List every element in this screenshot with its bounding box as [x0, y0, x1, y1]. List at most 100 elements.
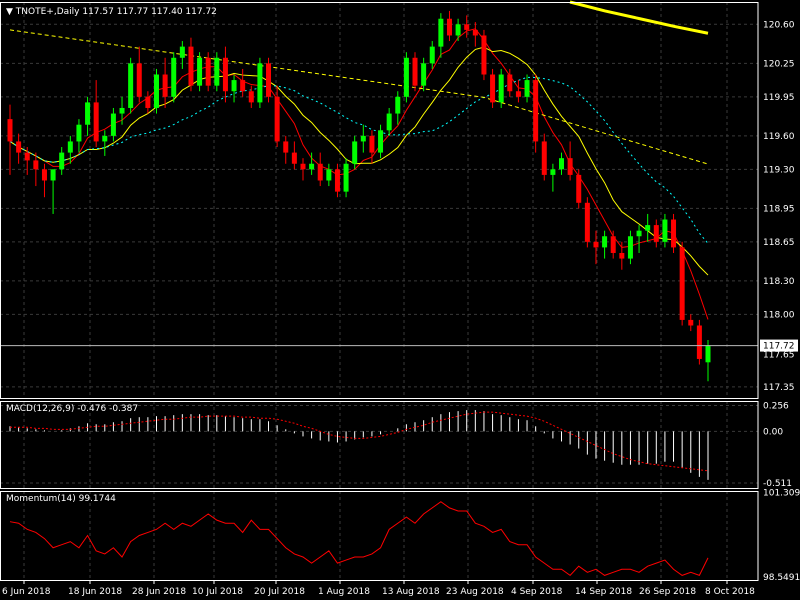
- panel-border: [0, 401, 759, 489]
- time-tick-label: 26 Sep 2018: [639, 587, 696, 597]
- candle-body: [619, 252, 625, 259]
- candle-body: [266, 63, 272, 97]
- candle-body: [472, 29, 478, 36]
- candle-body: [128, 63, 134, 108]
- macd-tick-label: -0.511: [763, 479, 792, 489]
- price-tick-label: 118.30: [763, 277, 795, 287]
- symbol-name: TNOTE+,Daily: [15, 7, 80, 17]
- candle-body: [705, 345, 711, 363]
- candle-body: [231, 80, 237, 92]
- momentum-line: [9, 501, 709, 577]
- ma-line: [9, 29, 709, 165]
- candle-body: [515, 91, 521, 97]
- candle-body: [645, 225, 651, 231]
- candle-body: [222, 57, 228, 92]
- candle-body: [481, 35, 487, 75]
- candle-body: [636, 230, 642, 237]
- candle-body: [369, 135, 375, 153]
- price-box: [760, 339, 798, 352]
- macd-label: MACD(12,26,9) -0.476 -0.387: [6, 404, 138, 414]
- time-axis: 6 Jun 2018 18 Jun 2018 28 Jun 2018 10 Jul 2…: [2, 580, 755, 597]
- candle-body: [378, 130, 384, 153]
- time-tick-label: 20 Jul 2018: [254, 587, 305, 597]
- candle-body: [627, 236, 633, 259]
- candle-body: [576, 174, 582, 203]
- candle-body: [50, 169, 56, 181]
- momentum-label: Momentum(14) 99.1744: [6, 494, 116, 504]
- candle-body: [85, 102, 91, 125]
- price-axis: 120.60 120.25 119.95 119.60 119.30 118.95 118.…: [763, 20, 795, 393]
- price-tick-label: 117.35: [763, 383, 795, 393]
- price-tick-label: 120.60: [763, 20, 795, 30]
- price-tick-label: 119.95: [763, 93, 795, 103]
- time-tick-label: 14 Sep 2018: [575, 587, 632, 597]
- candle-body: [602, 236, 608, 248]
- candle-body: [179, 46, 185, 58]
- candle-body: [326, 169, 332, 181]
- candle-body: [653, 225, 659, 242]
- candle-body: [395, 96, 401, 114]
- macd-panel[interactable]: 0.256 0.00 -0.511 MACD(12,26,9) -0.476 -0.…: [0, 401, 792, 489]
- candle-body: [334, 169, 340, 192]
- candle-body: [360, 135, 366, 142]
- panel-border: [0, 491, 759, 581]
- price-tick-label: 118.65: [763, 238, 795, 248]
- candle-body: [421, 63, 427, 86]
- candle-body: [145, 96, 151, 108]
- time-tick-label: 10 Jul 2018: [192, 587, 243, 597]
- candle-body: [317, 163, 323, 181]
- candle-body: [16, 141, 22, 153]
- candle-body: [119, 107, 125, 114]
- candle-body: [412, 57, 418, 86]
- ma-line: [9, 28, 709, 320]
- candle-body: [291, 152, 297, 164]
- candle-body: [309, 163, 315, 170]
- candle-body: [533, 80, 539, 142]
- panel-borders: [0, 2, 759, 581]
- macd-tick-label: 0.00: [763, 427, 783, 437]
- time-tick-label: 18 Jun 2018: [68, 587, 122, 597]
- candle-body: [283, 141, 289, 153]
- time-tick-label: 13 Aug 2018: [382, 587, 440, 597]
- symbol-header: ▼ TNOTE+,Daily 117.57 117.77 117.40 117.…: [6, 7, 217, 17]
- candle-body: [343, 163, 349, 192]
- candle-body: [240, 80, 246, 92]
- momentum-tick-label: 101.3091: [763, 488, 800, 498]
- macd-histogram: [9, 410, 709, 480]
- price-panel[interactable]: 120.60 120.25 119.95 119.60 119.30 118.95 118.…: [0, 0, 798, 580]
- candle-body: [446, 18, 452, 36]
- candle-body: [524, 80, 530, 97]
- candle-body: [257, 63, 263, 103]
- candle-body: [490, 74, 496, 103]
- time-tick-label: 23 Aug 2018: [446, 587, 504, 597]
- candle-body: [584, 202, 590, 242]
- candle-body: [696, 325, 702, 359]
- candle-body: [671, 219, 677, 248]
- moving-averages: [9, 0, 709, 320]
- candle-body: [67, 141, 73, 153]
- candle-body: [593, 241, 599, 248]
- candle-body: [162, 74, 168, 97]
- candle-body: [559, 158, 565, 170]
- candle-body: [464, 24, 470, 30]
- macd-axis: 0.256 0.00 -0.511: [763, 401, 792, 489]
- candle-body: [205, 57, 211, 86]
- momentum-panel[interactable]: 101.3091 98.5491 Momentum(14) 99.1744: [6, 488, 800, 583]
- panel-border: [0, 2, 759, 399]
- candle-body: [541, 141, 547, 175]
- candle-body: [59, 152, 65, 170]
- macd-grid: [0, 404, 758, 484]
- candle-body: [610, 236, 616, 253]
- candle-body: [197, 57, 203, 86]
- candle-body: [567, 158, 573, 175]
- current-price-label: 117.72: [763, 342, 795, 352]
- candle-body: [300, 163, 306, 170]
- candle-body: [93, 102, 99, 142]
- momentum-axis: 101.3091 98.5491: [763, 488, 800, 583]
- price-tick-label: 118.00: [763, 310, 795, 320]
- candle-body: [171, 57, 177, 97]
- candles: [7, 10, 711, 382]
- candle-body: [41, 169, 47, 181]
- time-tick-label: 1 Aug 2018: [318, 587, 370, 597]
